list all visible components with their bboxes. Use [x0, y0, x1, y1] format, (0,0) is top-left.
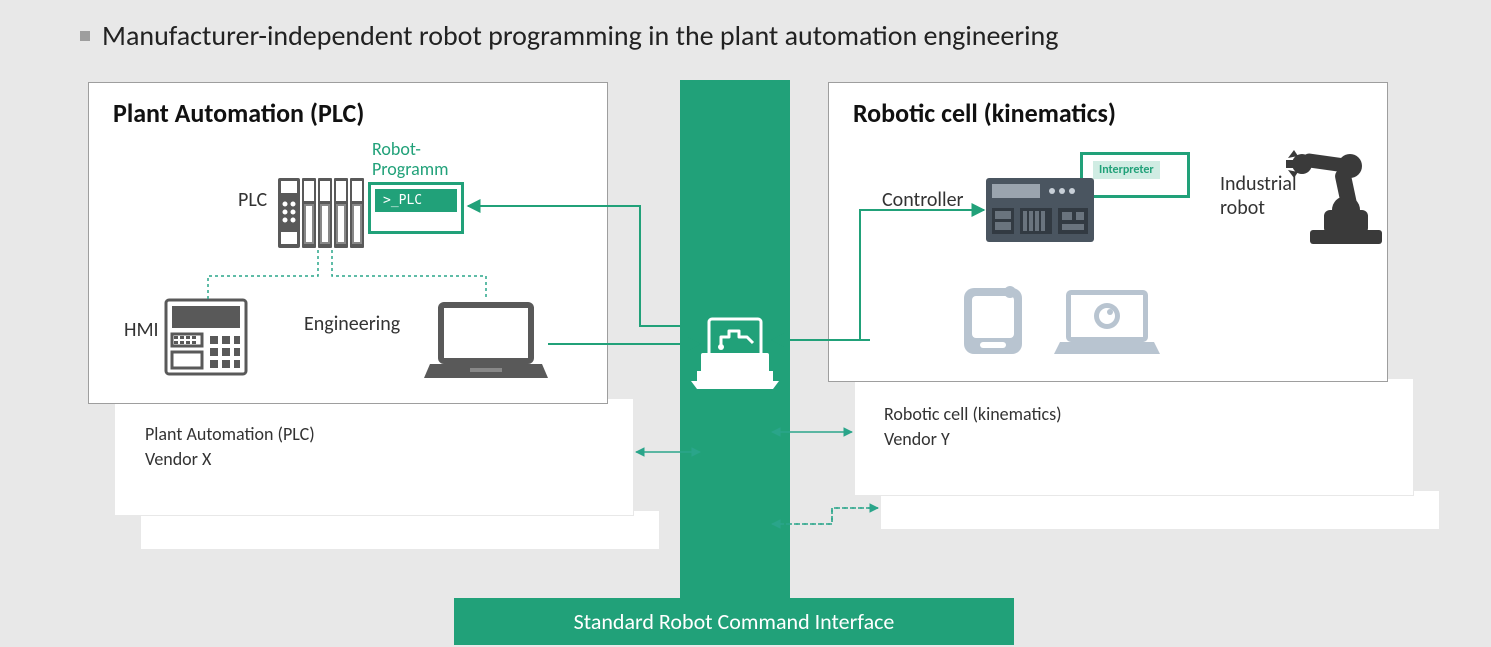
robot-program-code: >_PLC [375, 189, 457, 212]
bullet-icon [80, 31, 90, 41]
robot-program-label: Robot- Programm [372, 140, 449, 180]
right-back-card-2 [880, 490, 1440, 530]
industrial-robot-label: Industrial robot [1220, 172, 1297, 220]
center-bar [680, 80, 790, 600]
page-title: Manufacturer-independent robot programmi… [102, 18, 1058, 53]
engineering-label: Engineering [304, 312, 400, 336]
right-panel: Robotic cell (kinematics) [828, 82, 1388, 382]
hmi-label: HMI [124, 318, 159, 342]
center-interface-text: Standard Robot Command Interface [574, 608, 895, 635]
interpreter-badge: Interpreter [1093, 161, 1160, 179]
interpreter-box: Interpreter [1080, 152, 1190, 198]
plc-label: PLC [238, 188, 267, 212]
right-panel-title: Robotic cell (kinematics) [853, 97, 1363, 129]
controller-label: Controller [882, 188, 964, 212]
left-back-card-2 [140, 510, 660, 550]
right-vendor-label: Robotic cell (kinematics) Vendor Y [884, 402, 1062, 452]
robot-program-box: >_PLC [368, 182, 464, 234]
left-panel: Plant Automation (PLC) [88, 82, 608, 404]
center-interface-label: Standard Robot Command Interface [454, 598, 1014, 645]
left-panel-title: Plant Automation (PLC) [113, 97, 583, 129]
title-row: Manufacturer-independent robot programmi… [80, 18, 1058, 53]
left-vendor-label: Plant Automation (PLC) Vendor X [145, 422, 315, 472]
